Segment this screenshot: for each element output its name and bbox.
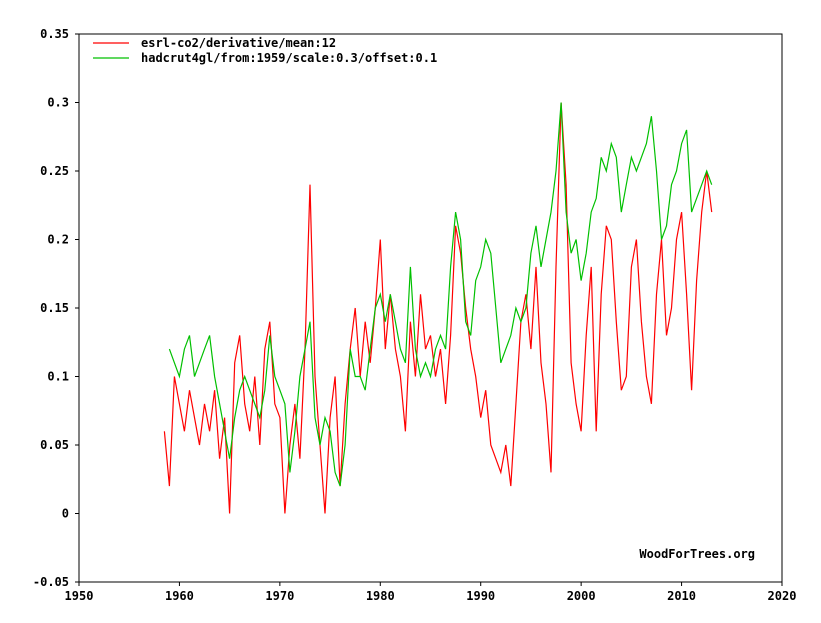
- y-tick-label: 0.15: [40, 301, 69, 315]
- y-tick-label: -0.05: [33, 575, 69, 589]
- credit-label: WoodForTrees.org: [639, 547, 755, 561]
- x-tick-label: 2010: [667, 589, 696, 603]
- plot-frame: [78, 33, 783, 583]
- y-tick-label: 0.1: [47, 370, 69, 384]
- x-tick-label: 1980: [366, 589, 395, 603]
- y-tick-label: 0.05: [40, 438, 69, 452]
- x-tick-label: 1960: [165, 589, 194, 603]
- y-tick-label: 0: [62, 507, 69, 521]
- x-tick-label: 2020: [768, 589, 797, 603]
- x-tick-label: 1950: [65, 589, 94, 603]
- y-tick-label: 0.3: [47, 96, 69, 110]
- y-tick-label: 0.2: [47, 233, 69, 247]
- legend-label-2: hadcrut4gl/from:1959/scale:0.3/offset:0.…: [141, 51, 437, 65]
- x-tick-label: 2000: [567, 589, 596, 603]
- axis-layer: 1950 1960 1970 1980 1990 2000 2010 2020 -0.05 0 0.…: [33, 27, 797, 603]
- x-tick-label: 1970: [265, 589, 294, 603]
- y-tick-label: 0.25: [40, 164, 69, 178]
- y-tick-label: 0.35: [40, 27, 69, 41]
- legend: esrl-co2/derivative/mean:12hadcrut4gl/fr…: [93, 36, 437, 65]
- series-line-1: [163, 102, 713, 514]
- series-line-2: [168, 102, 713, 487]
- series-layer: [163, 102, 713, 514]
- x-tick-label: 1990: [466, 589, 495, 603]
- legend-label-1: esrl-co2/derivative/mean:12: [141, 36, 336, 50]
